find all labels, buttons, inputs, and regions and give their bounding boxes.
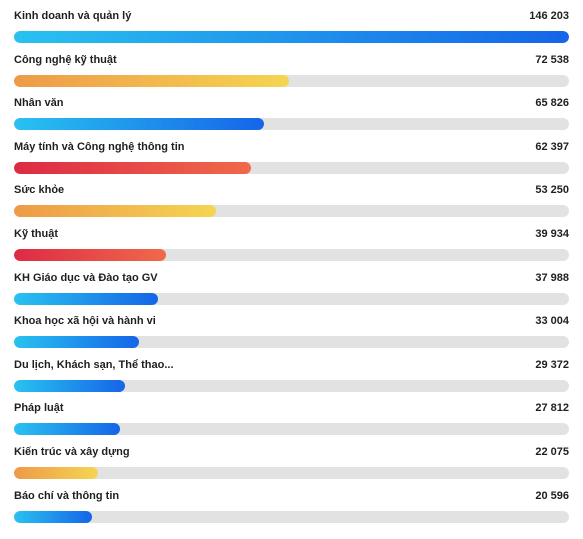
category-label: KH Giáo dục và Đào tạo GV (14, 271, 158, 284)
bar (14, 161, 251, 174)
bar-row: Khoa học xã hội và hành vi 33 004 (14, 314, 569, 354)
category-label: Kiến trúc và xây dựng (14, 446, 130, 458)
value-label: 29 372 (535, 358, 569, 371)
bar (14, 31, 569, 43)
value-label: 39 934 (535, 228, 569, 240)
bar (14, 205, 216, 218)
bar (14, 74, 289, 87)
bar (14, 467, 98, 479)
value-label: 22 075 (535, 446, 569, 458)
bar-row: Sức khỏe 53 250 (14, 183, 569, 223)
value-label: 37 988 (535, 271, 569, 284)
value-label: 146 203 (529, 10, 569, 22)
bar-row: Pháp luật 27 812 (14, 401, 569, 441)
value-label: 20 596 (535, 489, 569, 502)
category-label: Kinh doanh và quản lý (14, 10, 132, 22)
category-label: Nhân văn (14, 97, 64, 110)
bar (14, 423, 120, 436)
category-label: Khoa học xã hội và hành vi (14, 315, 156, 328)
bar (14, 249, 166, 261)
bar-track (14, 31, 569, 43)
category-label: Báo chí và thông tin (14, 489, 120, 502)
bar-track (14, 118, 569, 131)
bar-row: Du lịch, Khách sạn, Thể thao... 29 372 (14, 358, 569, 398)
value-label: 27 812 (535, 402, 569, 415)
bar-row: Nhân văn 65 826 (14, 96, 569, 136)
bar-track (14, 292, 569, 305)
bar (14, 292, 158, 305)
bar-track (14, 161, 569, 174)
bar-track (14, 249, 569, 261)
bar-row: KH Giáo dục và Đào tạo GV 37 988 (14, 271, 569, 311)
bar-track (14, 74, 569, 87)
category-label: Kỹ thuật (14, 228, 58, 240)
category-label: Pháp luật (14, 402, 64, 415)
bar-row: Kỹ thuật 39 934 (14, 227, 569, 267)
value-label: 53 250 (535, 184, 569, 197)
bar (14, 510, 92, 523)
bar-row: Kiến trúc và xây dựng 22 075 (14, 445, 569, 485)
bar-track (14, 205, 569, 218)
value-label: 33 004 (535, 315, 569, 328)
bar-track (14, 467, 569, 479)
category-label: Công nghệ kỹ thuật (14, 53, 117, 66)
bar-track (14, 336, 569, 349)
bar-track (14, 423, 569, 436)
bar (14, 379, 125, 392)
bar (14, 118, 264, 131)
bar (14, 336, 139, 349)
value-label: 62 397 (535, 140, 569, 153)
category-label: Du lịch, Khách sạn, Thể thao... (14, 358, 174, 371)
bar-row: Báo chí và thông tin 20 596 (14, 489, 569, 529)
bar-row: Máy tính và Công nghệ thông tin 62 397 (14, 140, 569, 180)
value-label: 65 826 (535, 97, 569, 110)
bar-track (14, 510, 569, 523)
category-label: Sức khỏe (14, 184, 65, 197)
bar-track (14, 379, 569, 392)
bar-row: Công nghệ kỹ thuật 72 538 (14, 53, 569, 93)
category-label: Máy tính và Công nghệ thông tin (14, 140, 185, 153)
bar-row: Kinh doanh và quản lý 146 203 (14, 9, 569, 49)
value-label: 72 538 (535, 53, 569, 66)
